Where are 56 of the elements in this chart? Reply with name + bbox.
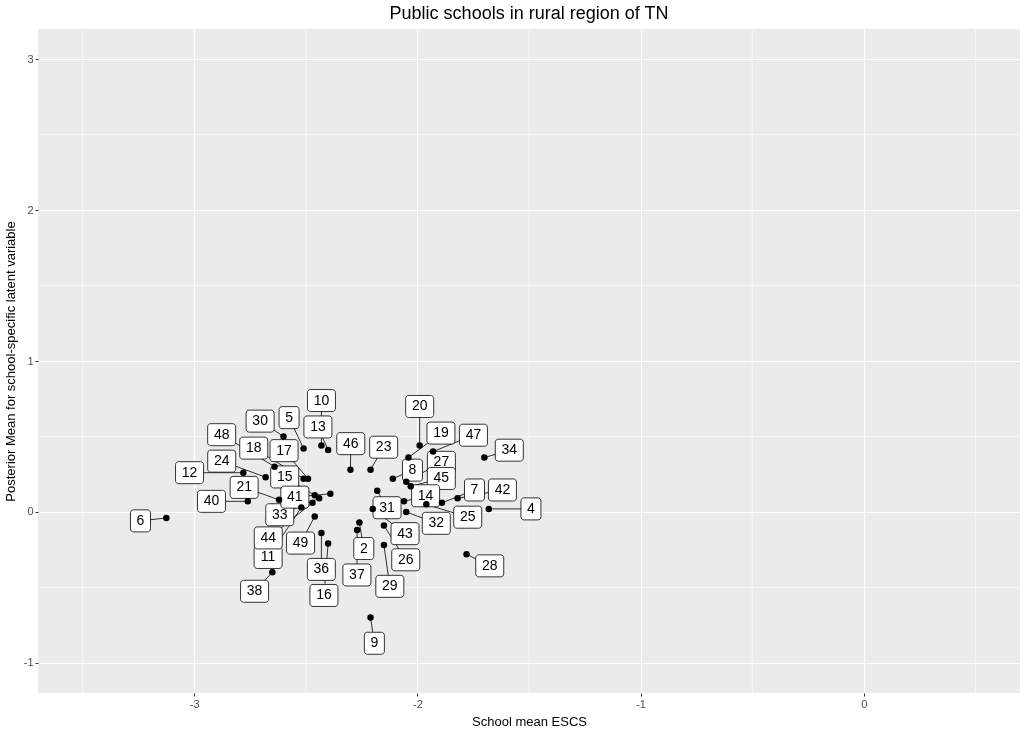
annotation: 8 xyxy=(408,461,417,478)
annotation: 7 xyxy=(470,480,479,497)
annotation: 36 xyxy=(313,560,330,577)
annotation: 2 xyxy=(359,539,368,556)
annotation: 28 xyxy=(481,556,498,573)
annotation: 20 xyxy=(411,397,428,414)
chart-title: Public schools in rural region of TN xyxy=(389,2,669,23)
annotation: 18 xyxy=(245,439,262,456)
annotation: 41 xyxy=(287,488,303,505)
y-tick-label: -1 xyxy=(23,656,34,669)
annotation: 27 xyxy=(433,453,450,470)
annotation: 23 xyxy=(375,438,392,455)
annotation: 47 xyxy=(465,426,482,443)
annotation: 25 xyxy=(459,508,476,525)
annotation: 5 xyxy=(285,408,294,425)
annotation: 29 xyxy=(382,577,398,594)
annotation: 11 xyxy=(260,548,276,565)
annotation: 24 xyxy=(213,452,230,469)
y-tick-label: 3 xyxy=(27,52,34,65)
annotation: 31 xyxy=(379,498,396,515)
annotation: 33 xyxy=(271,505,288,522)
annotation: 13 xyxy=(310,417,326,434)
annotation: 44 xyxy=(260,528,277,545)
annotation: 49 xyxy=(292,534,309,551)
annotation: 34 xyxy=(501,441,518,458)
annotation: 42 xyxy=(494,480,511,497)
x-axis-title: School mean ESCS xyxy=(472,713,588,729)
annotation: 12 xyxy=(181,463,198,480)
annotation: 17 xyxy=(276,441,293,458)
annotation: 16 xyxy=(316,586,332,603)
y-tick-label: 2 xyxy=(27,203,34,216)
x-tick-label: -3 xyxy=(189,697,200,710)
annotation: 37 xyxy=(349,565,365,582)
y-tick-label: 0 xyxy=(27,505,34,518)
annotation: 19 xyxy=(433,424,449,441)
annotation: 32 xyxy=(428,514,445,531)
annotation: 14 xyxy=(417,486,434,503)
annotation: 26 xyxy=(397,550,414,567)
annotation: 30 xyxy=(252,412,269,429)
annotation: 48 xyxy=(213,425,230,442)
annotation: 9 xyxy=(370,634,379,651)
annotation: 45 xyxy=(433,469,450,486)
annotation: 43 xyxy=(397,524,414,541)
x-tick-label: -1 xyxy=(636,697,646,710)
annotation: 46 xyxy=(342,434,359,451)
annotation: 38 xyxy=(246,582,263,599)
annotation: 40 xyxy=(203,492,220,509)
y-axis-title: Posterior Mean for school-specific latent variable xyxy=(2,221,18,502)
x-tick-label: -2 xyxy=(413,697,423,710)
annotation: 4 xyxy=(527,499,536,516)
annotation: 10 xyxy=(313,391,330,408)
annotation: 6 xyxy=(136,511,145,528)
annotation: 15 xyxy=(276,467,293,484)
y-tick-label: 1 xyxy=(27,354,34,367)
x-tick-label: 0 xyxy=(861,697,868,710)
annotation: 21 xyxy=(236,478,253,495)
